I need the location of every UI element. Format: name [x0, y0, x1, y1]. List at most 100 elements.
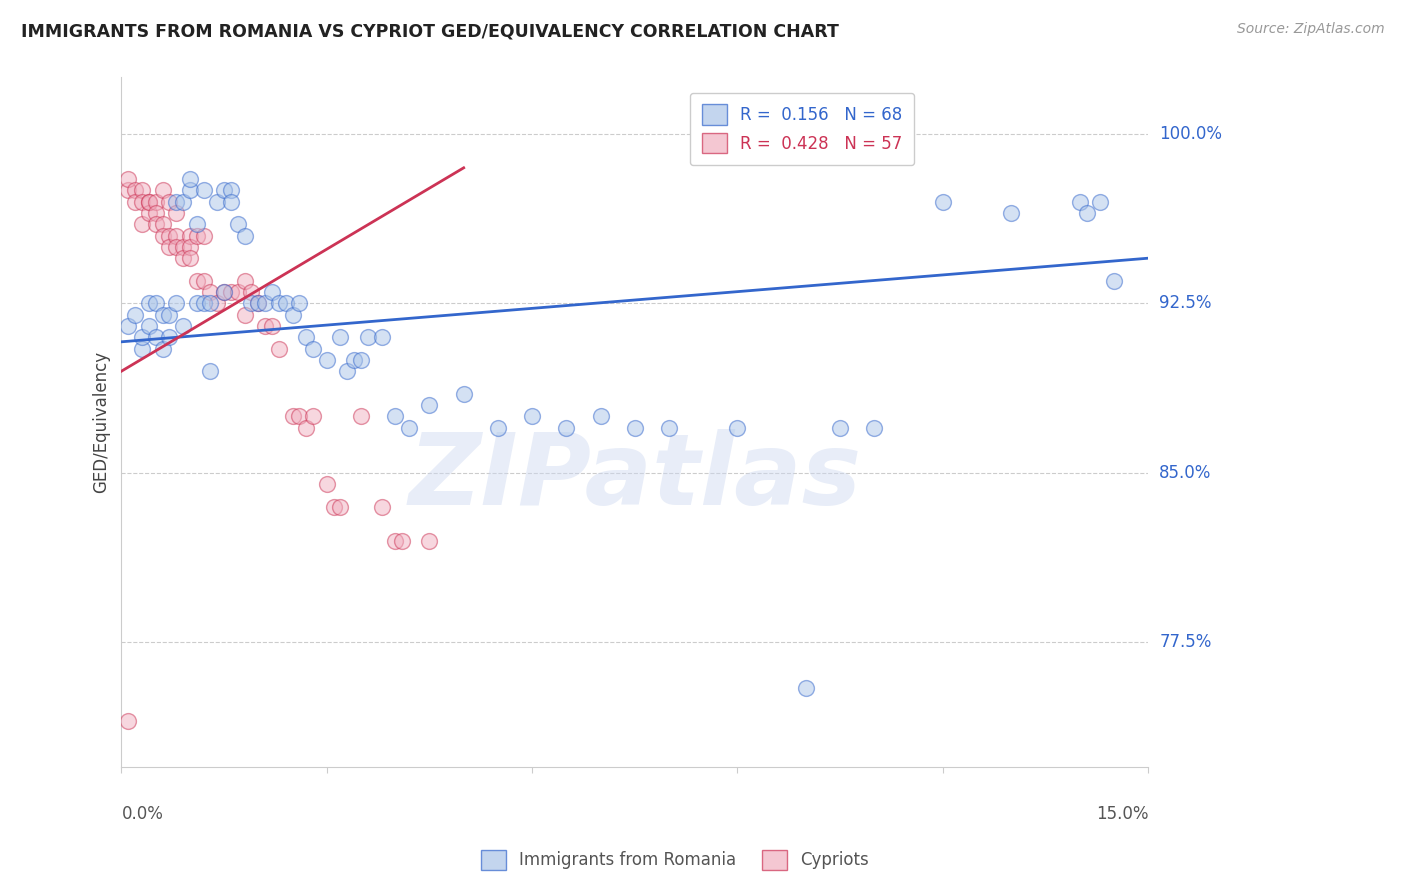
Point	[124, 183, 146, 197]
Point	[186, 228, 208, 243]
Point	[233, 308, 256, 322]
Point	[370, 330, 392, 344]
Point	[145, 206, 167, 220]
Point	[200, 296, 222, 310]
Point	[794, 681, 817, 695]
Point	[418, 398, 440, 412]
Point	[260, 285, 283, 299]
Point	[212, 285, 235, 299]
Text: 100.0%: 100.0%	[1160, 125, 1222, 143]
Point	[295, 420, 318, 434]
Point	[186, 217, 208, 231]
Point	[281, 409, 304, 424]
Point	[145, 330, 167, 344]
Point	[193, 228, 215, 243]
Text: Source: ZipAtlas.com: Source: ZipAtlas.com	[1237, 22, 1385, 37]
Point	[1090, 194, 1112, 209]
Point	[131, 194, 153, 209]
Text: 85.0%: 85.0%	[1160, 464, 1212, 482]
Point	[145, 194, 167, 209]
Point	[350, 409, 373, 424]
Point	[145, 217, 167, 231]
Point	[315, 477, 337, 491]
Legend: Immigrants from Romania, Cypriots: Immigrants from Romania, Cypriots	[474, 843, 876, 877]
Point	[193, 183, 215, 197]
Point	[124, 308, 146, 322]
Point	[138, 206, 160, 220]
Point	[357, 330, 380, 344]
Y-axis label: GED/Equivalency: GED/Equivalency	[93, 351, 110, 493]
Point	[131, 217, 153, 231]
Point	[336, 364, 359, 378]
Point	[398, 420, 420, 434]
Text: ZIPatlas: ZIPatlas	[408, 429, 862, 525]
Point	[172, 251, 194, 265]
Point	[274, 296, 297, 310]
Point	[418, 533, 440, 548]
Point	[200, 364, 222, 378]
Point	[254, 296, 277, 310]
Point	[391, 533, 413, 548]
Point	[322, 500, 344, 514]
Point	[152, 342, 174, 356]
Point	[117, 714, 139, 729]
Point	[281, 308, 304, 322]
Point	[1069, 194, 1091, 209]
Point	[145, 296, 167, 310]
Point	[295, 330, 318, 344]
Point	[520, 409, 543, 424]
Point	[384, 533, 406, 548]
Point	[117, 183, 139, 197]
Point	[165, 228, 187, 243]
Point	[131, 342, 153, 356]
Point	[131, 183, 153, 197]
Point	[589, 409, 612, 424]
Point	[343, 352, 366, 367]
Point	[157, 330, 180, 344]
Point	[131, 330, 153, 344]
Point	[1000, 206, 1022, 220]
Point	[370, 500, 392, 514]
Point	[302, 342, 325, 356]
Point	[267, 342, 290, 356]
Point	[240, 296, 263, 310]
Point	[179, 251, 201, 265]
Point	[247, 296, 270, 310]
Point	[226, 217, 249, 231]
Point	[138, 194, 160, 209]
Point	[932, 194, 955, 209]
Point	[157, 194, 180, 209]
Point	[453, 386, 475, 401]
Point	[207, 296, 229, 310]
Point	[267, 296, 290, 310]
Point	[157, 308, 180, 322]
Point	[138, 318, 160, 333]
Point	[152, 183, 174, 197]
Point	[165, 206, 187, 220]
Point	[165, 296, 187, 310]
Point	[1076, 206, 1098, 220]
Point	[212, 285, 235, 299]
Point	[315, 352, 337, 367]
Point	[200, 285, 222, 299]
Point	[219, 183, 242, 197]
Point	[830, 420, 852, 434]
Point	[179, 172, 201, 186]
Point	[117, 318, 139, 333]
Point	[138, 296, 160, 310]
Point	[138, 194, 160, 209]
Point	[233, 274, 256, 288]
Point	[157, 228, 180, 243]
Point	[288, 296, 311, 310]
Point	[623, 420, 645, 434]
Point	[240, 285, 263, 299]
Point	[186, 296, 208, 310]
Point	[193, 274, 215, 288]
Point	[207, 194, 229, 209]
Text: 15.0%: 15.0%	[1095, 805, 1149, 823]
Point	[219, 194, 242, 209]
Point	[555, 420, 578, 434]
Point	[302, 409, 325, 424]
Point	[260, 318, 283, 333]
Point	[124, 194, 146, 209]
